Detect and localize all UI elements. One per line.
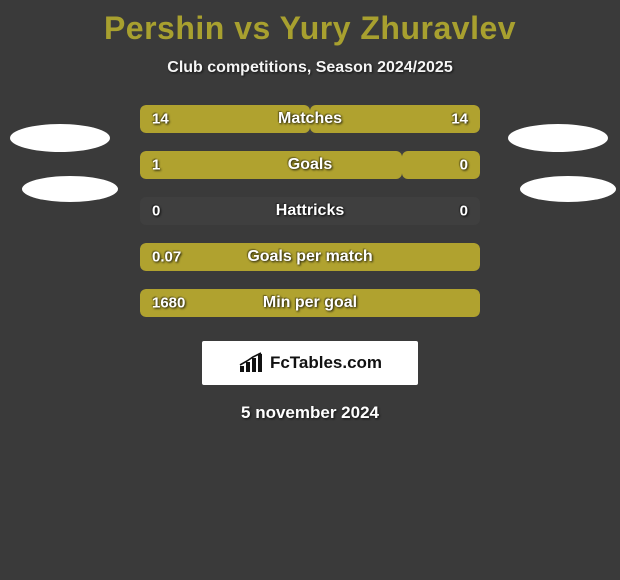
- player1-silhouette-icon: [10, 124, 110, 152]
- stat-row-goals-per-match: 0.07 Goals per match: [140, 243, 480, 271]
- value-left: 0.07: [152, 249, 181, 266]
- stat-label: Min per goal: [263, 294, 357, 312]
- stat-label: Goals: [288, 156, 332, 174]
- logo-text: FcTables.com: [270, 353, 382, 373]
- stat-label: Goals per match: [247, 248, 372, 266]
- comparison-chart: 14 Matches 14 1 Goals 0 0 Hattricks 0 0.…: [140, 105, 480, 317]
- subtitle: Club competitions, Season 2024/2025: [0, 59, 620, 77]
- player1-silhouette-icon: [22, 176, 118, 202]
- date-label: 5 november 2024: [0, 403, 620, 423]
- stat-row-matches: 14 Matches 14: [140, 105, 480, 133]
- stat-row-goals: 1 Goals 0: [140, 151, 480, 179]
- player2-silhouette-icon: [520, 176, 616, 202]
- bar-right: [402, 151, 480, 179]
- bar-left: [140, 151, 402, 179]
- site-logo[interactable]: FcTables.com: [202, 341, 418, 385]
- stat-row-min-per-goal: 1680 Min per goal: [140, 289, 480, 317]
- value-right: 14: [451, 111, 468, 128]
- value-left: 14: [152, 111, 169, 128]
- stat-label: Matches: [278, 110, 342, 128]
- value-right: 0: [460, 203, 468, 220]
- stat-row-hattricks: 0 Hattricks 0: [140, 197, 480, 225]
- page-title: Pershin vs Yury Zhuravlev: [0, 0, 620, 47]
- player2-silhouette-icon: [508, 124, 608, 152]
- value-left: 1680: [152, 295, 185, 312]
- bar-chart-icon: [238, 352, 264, 374]
- value-left: 1: [152, 157, 160, 174]
- value-right: 0: [460, 157, 468, 174]
- value-left: 0: [152, 203, 160, 220]
- stat-label: Hattricks: [276, 202, 344, 220]
